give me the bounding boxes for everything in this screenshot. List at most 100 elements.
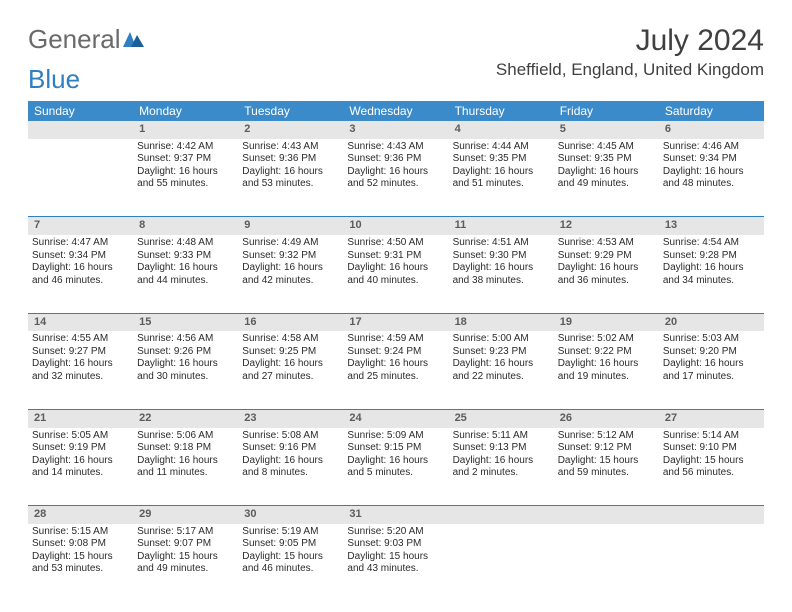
daylight-text: Daylight: 16 hours and 14 minutes. xyxy=(32,455,129,480)
day-cell: Sunrise: 4:53 AMSunset: 9:29 PMDaylight:… xyxy=(554,235,659,313)
location-text: Sheffield, England, United Kingdom xyxy=(496,60,764,80)
sunset-text: Sunset: 9:36 PM xyxy=(347,153,444,166)
day-cell: Sunrise: 5:09 AMSunset: 9:15 PMDaylight:… xyxy=(343,428,448,506)
day-header: Thursday xyxy=(449,101,554,121)
day-number-cell: 17 xyxy=(343,313,448,331)
day-number-row: 21222324252627 xyxy=(28,409,764,427)
day-cell: Sunrise: 4:45 AMSunset: 9:35 PMDaylight:… xyxy=(554,139,659,217)
day-number-cell: 26 xyxy=(554,409,659,427)
daylight-text: Daylight: 16 hours and 19 minutes. xyxy=(558,358,655,383)
sunset-text: Sunset: 9:30 PM xyxy=(453,250,550,263)
day-cell: Sunrise: 5:08 AMSunset: 9:16 PMDaylight:… xyxy=(238,428,343,506)
sunrise-text: Sunrise: 5:09 AM xyxy=(347,430,444,443)
sunrise-text: Sunrise: 4:45 AM xyxy=(558,141,655,154)
day-header: Wednesday xyxy=(343,101,448,121)
sunrise-text: Sunrise: 4:59 AM xyxy=(347,333,444,346)
sunset-text: Sunset: 9:03 PM xyxy=(347,538,444,551)
day-number-cell: 1 xyxy=(133,121,238,139)
sunset-text: Sunset: 9:20 PM xyxy=(663,346,760,359)
daylight-text: Daylight: 16 hours and 38 minutes. xyxy=(453,262,550,287)
sunset-text: Sunset: 9:31 PM xyxy=(347,250,444,263)
daylight-text: Daylight: 15 hours and 43 minutes. xyxy=(347,551,444,576)
sunrise-text: Sunrise: 4:49 AM xyxy=(242,237,339,250)
day-cell: Sunrise: 4:51 AMSunset: 9:30 PMDaylight:… xyxy=(449,235,554,313)
day-number-cell: 11 xyxy=(449,217,554,235)
sunrise-text: Sunrise: 4:47 AM xyxy=(32,237,129,250)
daylight-text: Daylight: 16 hours and 42 minutes. xyxy=(242,262,339,287)
day-number-cell: 20 xyxy=(659,313,764,331)
day-cell: Sunrise: 4:56 AMSunset: 9:26 PMDaylight:… xyxy=(133,331,238,409)
day-cell: Sunrise: 5:06 AMSunset: 9:18 PMDaylight:… xyxy=(133,428,238,506)
sunset-text: Sunset: 9:26 PM xyxy=(137,346,234,359)
sunset-text: Sunset: 9:29 PM xyxy=(558,250,655,263)
day-cell: Sunrise: 4:58 AMSunset: 9:25 PMDaylight:… xyxy=(238,331,343,409)
sunrise-text: Sunrise: 5:02 AM xyxy=(558,333,655,346)
day-cell: Sunrise: 5:12 AMSunset: 9:12 PMDaylight:… xyxy=(554,428,659,506)
sunset-text: Sunset: 9:37 PM xyxy=(137,153,234,166)
day-cell: Sunrise: 4:43 AMSunset: 9:36 PMDaylight:… xyxy=(238,139,343,217)
sunrise-text: Sunrise: 5:19 AM xyxy=(242,526,339,539)
daylight-text: Daylight: 16 hours and 27 minutes. xyxy=(242,358,339,383)
day-number-cell xyxy=(449,506,554,524)
daylight-text: Daylight: 16 hours and 2 minutes. xyxy=(453,455,550,480)
sunset-text: Sunset: 9:16 PM xyxy=(242,442,339,455)
daylight-text: Daylight: 16 hours and 17 minutes. xyxy=(663,358,760,383)
sunset-text: Sunset: 9:33 PM xyxy=(137,250,234,263)
day-number-cell: 18 xyxy=(449,313,554,331)
day-header: Tuesday xyxy=(238,101,343,121)
day-number-cell: 30 xyxy=(238,506,343,524)
day-number-cell: 15 xyxy=(133,313,238,331)
day-number-row: 78910111213 xyxy=(28,217,764,235)
day-number-cell: 27 xyxy=(659,409,764,427)
day-cell xyxy=(554,524,659,602)
day-number-cell: 28 xyxy=(28,506,133,524)
sunset-text: Sunset: 9:27 PM xyxy=(32,346,129,359)
day-content-row: Sunrise: 5:05 AMSunset: 9:19 PMDaylight:… xyxy=(28,428,764,506)
sunrise-text: Sunrise: 5:20 AM xyxy=(347,526,444,539)
sunrise-text: Sunrise: 5:14 AM xyxy=(663,430,760,443)
day-number-row: 28293031 xyxy=(28,506,764,524)
day-cell xyxy=(28,139,133,217)
sunrise-text: Sunrise: 4:43 AM xyxy=(242,141,339,154)
day-cell xyxy=(449,524,554,602)
daylight-text: Daylight: 16 hours and 52 minutes. xyxy=(347,166,444,191)
logo-text-blue: Blue xyxy=(28,64,80,95)
daylight-text: Daylight: 16 hours and 53 minutes. xyxy=(242,166,339,191)
daylight-text: Daylight: 16 hours and 51 minutes. xyxy=(453,166,550,191)
day-number-cell: 29 xyxy=(133,506,238,524)
day-cell: Sunrise: 5:15 AMSunset: 9:08 PMDaylight:… xyxy=(28,524,133,602)
sunset-text: Sunset: 9:08 PM xyxy=(32,538,129,551)
brand-logo: General xyxy=(28,24,147,55)
sunset-text: Sunset: 9:25 PM xyxy=(242,346,339,359)
title-block: July 2024 Sheffield, England, United Kin… xyxy=(496,24,764,80)
daylight-text: Daylight: 15 hours and 49 minutes. xyxy=(137,551,234,576)
sunset-text: Sunset: 9:36 PM xyxy=(242,153,339,166)
day-cell: Sunrise: 4:46 AMSunset: 9:34 PMDaylight:… xyxy=(659,139,764,217)
day-number-cell xyxy=(554,506,659,524)
day-number-cell: 19 xyxy=(554,313,659,331)
sunrise-text: Sunrise: 5:06 AM xyxy=(137,430,234,443)
sunset-text: Sunset: 9:05 PM xyxy=(242,538,339,551)
daylight-text: Daylight: 15 hours and 53 minutes. xyxy=(32,551,129,576)
day-number-cell: 10 xyxy=(343,217,448,235)
daylight-text: Daylight: 16 hours and 49 minutes. xyxy=(558,166,655,191)
sunset-text: Sunset: 9:34 PM xyxy=(663,153,760,166)
day-number-cell: 24 xyxy=(343,409,448,427)
sunset-text: Sunset: 9:07 PM xyxy=(137,538,234,551)
day-cell: Sunrise: 5:11 AMSunset: 9:13 PMDaylight:… xyxy=(449,428,554,506)
daylight-text: Daylight: 16 hours and 44 minutes. xyxy=(137,262,234,287)
day-header-row: Sunday Monday Tuesday Wednesday Thursday… xyxy=(28,101,764,121)
day-content-row: Sunrise: 4:55 AMSunset: 9:27 PMDaylight:… xyxy=(28,331,764,409)
sunrise-text: Sunrise: 4:43 AM xyxy=(347,141,444,154)
day-cell: Sunrise: 4:50 AMSunset: 9:31 PMDaylight:… xyxy=(343,235,448,313)
day-header: Monday xyxy=(133,101,238,121)
daylight-text: Daylight: 15 hours and 46 minutes. xyxy=(242,551,339,576)
day-number-cell xyxy=(659,506,764,524)
sunset-text: Sunset: 9:35 PM xyxy=(453,153,550,166)
daylight-text: Daylight: 16 hours and 5 minutes. xyxy=(347,455,444,480)
daylight-text: Daylight: 16 hours and 8 minutes. xyxy=(242,455,339,480)
sunrise-text: Sunrise: 5:12 AM xyxy=(558,430,655,443)
day-cell: Sunrise: 5:17 AMSunset: 9:07 PMDaylight:… xyxy=(133,524,238,602)
day-content-row: Sunrise: 5:15 AMSunset: 9:08 PMDaylight:… xyxy=(28,524,764,602)
sunrise-text: Sunrise: 4:48 AM xyxy=(137,237,234,250)
